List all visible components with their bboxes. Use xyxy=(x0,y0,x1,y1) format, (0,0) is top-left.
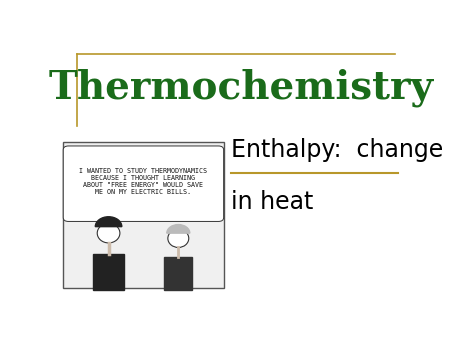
Bar xyxy=(93,254,124,290)
Text: Thermochemistry: Thermochemistry xyxy=(49,68,434,107)
Bar xyxy=(164,257,192,290)
FancyBboxPatch shape xyxy=(63,146,224,221)
Wedge shape xyxy=(167,224,190,233)
Ellipse shape xyxy=(168,229,189,247)
Bar xyxy=(63,142,224,288)
Text: Enthalpy:  change: Enthalpy: change xyxy=(230,138,443,162)
Text: I WANTED TO STUDY THERMODYNAMICS
BECAUSE I THOUGHT LEARNING
ABOUT "FREE ENERGY" : I WANTED TO STUDY THERMODYNAMICS BECAUSE… xyxy=(80,168,207,195)
Wedge shape xyxy=(95,217,122,227)
Text: in heat: in heat xyxy=(230,190,313,214)
Ellipse shape xyxy=(97,223,120,243)
